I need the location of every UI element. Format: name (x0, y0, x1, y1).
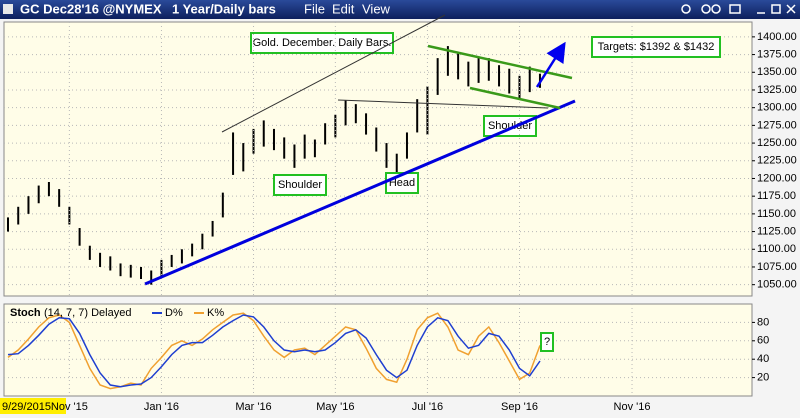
y-tick-label: 1050.00 (757, 279, 797, 291)
drawings (144, 14, 576, 286)
icon[interactable] (771, 4, 781, 14)
title-bar (0, 0, 800, 19)
legend-label: D% (165, 307, 183, 319)
y-tick-label: 1175.00 (757, 190, 796, 202)
triangle-lower (469, 86, 561, 110)
y-tick-label: 1125.00 (757, 225, 796, 237)
x-tick-label: May '16 (316, 401, 354, 413)
y-tick-label: 80 (757, 316, 769, 328)
annotation-box (273, 174, 327, 196)
y-tick-label: 1325.00 (757, 84, 797, 96)
icon[interactable] (701, 4, 711, 14)
indicator-title: Stoch (10, 307, 41, 319)
window-icon[interactable] (3, 4, 13, 14)
x-tick-label: Sep '16 (501, 401, 538, 413)
target-arrow (535, 41, 566, 88)
menu-edit[interactable]: Edit (332, 1, 355, 16)
neckline (337, 99, 549, 109)
icon[interactable] (681, 4, 691, 14)
legend-label: K% (207, 307, 224, 319)
menu-view[interactable]: View (362, 1, 391, 16)
stoch-line (7, 314, 541, 388)
annotation-box (483, 115, 537, 137)
y-tick-label: 1075.00 (757, 261, 797, 273)
annotation-box (250, 32, 394, 54)
y-tick-label: 1100.00 (757, 243, 796, 255)
y-tick-label: 1400.00 (757, 31, 797, 43)
x-tick-label: Jul '16 (412, 401, 443, 413)
annotation: Head (389, 177, 415, 189)
y-tick-label: 1375.00 (757, 48, 797, 60)
price-panel (3, 21, 753, 297)
channel-line (221, 14, 446, 133)
annotation: Targets: $1392 & $1432 (598, 41, 715, 53)
stoch-line (7, 312, 541, 390)
x-tick-label: Nov '16 (614, 401, 651, 413)
annotation: Shoulder (278, 179, 322, 191)
x-tick-label: Nov '15 (51, 401, 88, 413)
y-tick-label: 1200.00 (757, 172, 797, 184)
icon[interactable] (786, 4, 796, 14)
y-tick-label: 1300.00 (757, 102, 797, 114)
x-tick-label: Mar '16 (235, 401, 271, 413)
y-tick-label: 1225.00 (757, 155, 797, 167)
toolbar-icons (681, 4, 796, 14)
stoch-panel (3, 303, 753, 397)
x-tick-label: Jan '16 (144, 401, 179, 413)
annotation-box (540, 332, 554, 352)
annotation: ? (544, 336, 550, 348)
icon[interactable] (711, 4, 721, 14)
start-date-highlight (0, 398, 66, 414)
annotation-box (591, 36, 721, 58)
support-line (144, 99, 576, 286)
indicator-params: (14, 7, 7) Delayed (44, 307, 131, 319)
y-tick-label: 1275.00 (757, 119, 797, 131)
y-tick-label: 1150.00 (757, 208, 796, 220)
icon[interactable] (729, 4, 741, 14)
y-tick-label: 40 (757, 353, 769, 365)
annotation: Gold. December. Daily Bars. (253, 37, 392, 49)
y-tick-label: 20 (757, 372, 769, 384)
menu-file[interactable]: File (304, 1, 325, 16)
y-tick-label: 1250.00 (757, 137, 797, 149)
y-tick-label: 1350.00 (757, 66, 797, 78)
x-tick-label: 9/29/2015 (2, 401, 51, 413)
y-tick-label: 60 (757, 335, 769, 347)
triangle-upper (427, 44, 573, 80)
symbol-title[interactable]: GC Dec28'16 @NYMEX (20, 1, 162, 16)
timeframe[interactable]: 1 Year/Daily bars (172, 1, 276, 16)
